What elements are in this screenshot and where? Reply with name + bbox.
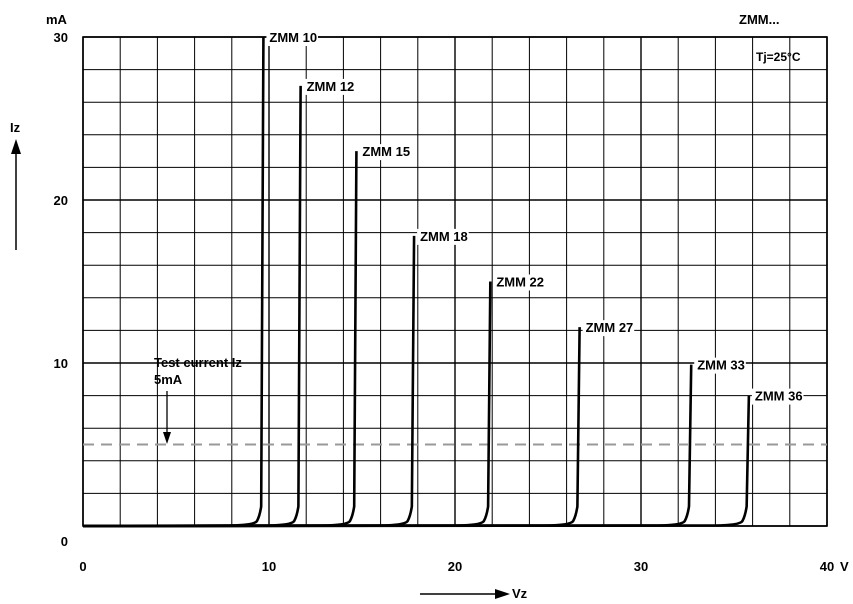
x-unit-label: V — [840, 559, 849, 574]
y-axis-label: Iz — [10, 120, 21, 135]
y-axis-arrow-icon — [11, 139, 21, 250]
y-unit-label: mA — [46, 12, 68, 27]
series-label-bg — [417, 228, 469, 245]
x-axis-arrow-icon — [420, 589, 510, 599]
x-tick-label: 30 — [634, 559, 648, 574]
series-curve — [82, 85, 302, 528]
series-label: ZMM 36 — [755, 389, 803, 404]
series-label-bg — [493, 274, 545, 291]
series-label-bg — [359, 144, 412, 161]
x-tick-label: 0 — [79, 559, 86, 574]
series-label-bg — [582, 320, 635, 337]
series-label-bg — [751, 388, 804, 405]
series-label: ZMM 18 — [420, 229, 468, 244]
test-current-label-line2: 5mA — [154, 372, 183, 387]
x-tick-label: 40 — [820, 559, 834, 574]
y-tick-label: 30 — [54, 30, 68, 45]
x-tick-label: 20 — [448, 559, 462, 574]
y-tick-label: 0 — [61, 534, 68, 549]
series-label-bg — [266, 30, 319, 46]
x-axis-label: Vz — [512, 586, 528, 601]
x-tick-label: 10 — [262, 559, 276, 574]
series-curves: ZMM 10 ZMM 12 ZMM 15 ZMM 18 ZMM 22 ZMM 27 ZMM … — [82, 30, 804, 528]
series-label: ZMM 33 — [697, 358, 745, 373]
series-curve — [82, 235, 416, 528]
series-label: ZMM 27 — [586, 320, 634, 335]
series-label: ZMM 22 — [496, 275, 544, 290]
series-curve — [82, 36, 265, 528]
series-label-bg — [694, 357, 746, 374]
series-label: ZMM 10 — [269, 30, 317, 45]
top-right-label: ZMM... — [739, 12, 779, 27]
series-label: ZMM 15 — [362, 144, 410, 159]
condition-label: Tj=25°C — [756, 50, 801, 64]
series-curve — [82, 281, 492, 528]
test-current-label-line1: Test current Iz — [154, 355, 242, 370]
annotations: mA ZMM... Tj=25°C Iz Vz V Test current I… — [10, 12, 849, 601]
tick-labels: 0 10 20 30 40 0 10 20 30 — [54, 30, 835, 574]
series-label: ZMM 12 — [307, 79, 355, 94]
y-tick-label: 10 — [54, 356, 68, 371]
series-label-bg — [303, 78, 356, 95]
y-tick-label: 20 — [54, 193, 68, 208]
series-curve — [82, 395, 751, 528]
grid — [82, 36, 828, 527]
series-curve — [82, 151, 358, 528]
test-current-arrow-icon — [163, 391, 171, 444]
